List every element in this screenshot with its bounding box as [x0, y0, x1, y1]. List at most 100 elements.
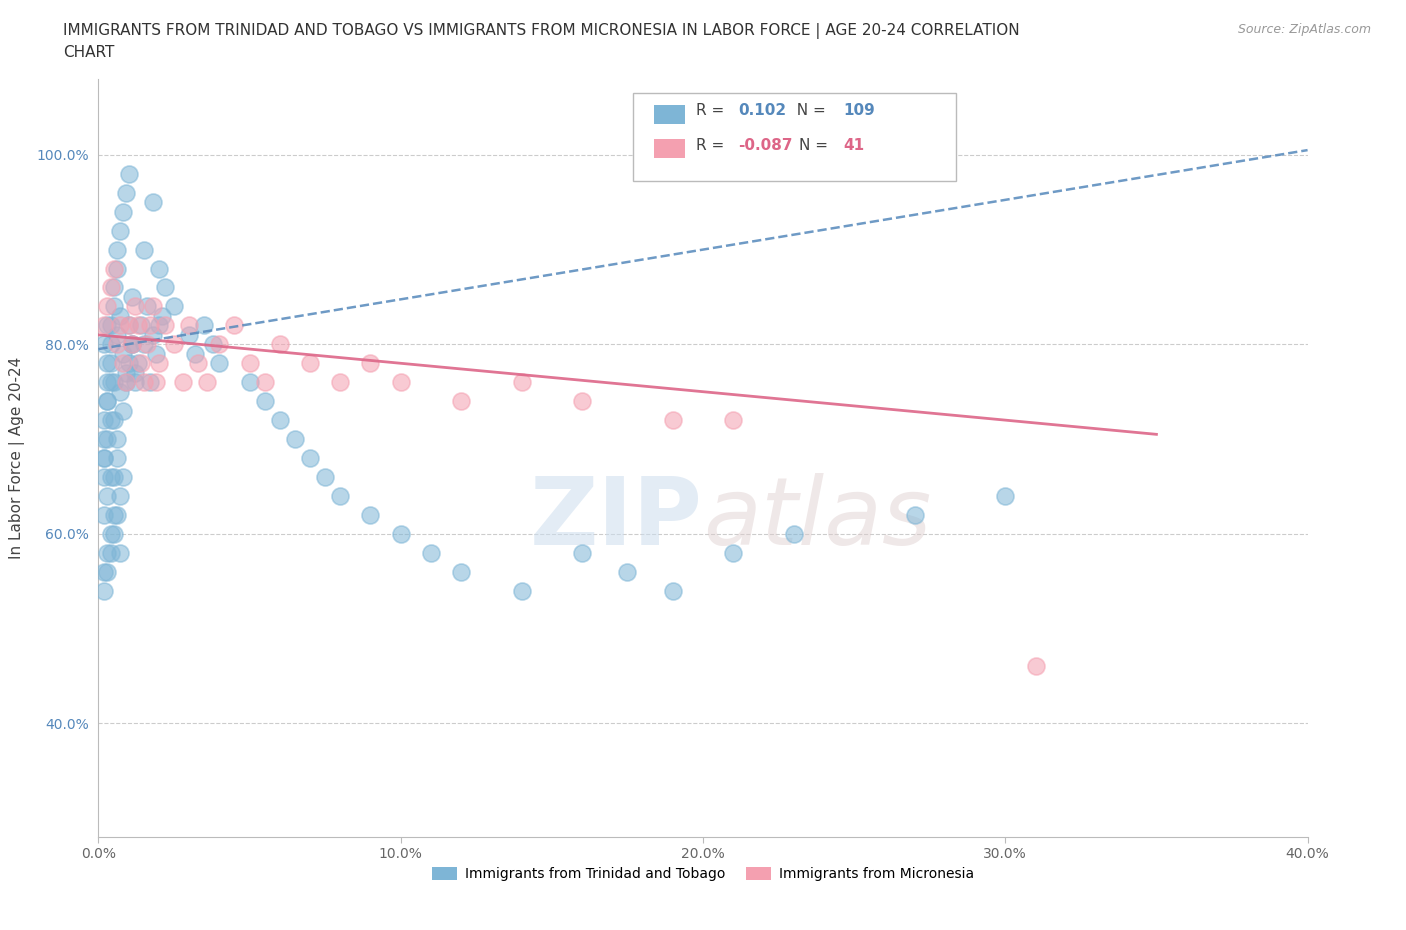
Point — [195, 375, 218, 390]
Point — [108, 488, 131, 503]
Point — [93, 413, 115, 428]
Point — [450, 393, 472, 408]
Point — [100, 280, 122, 295]
Point — [100, 318, 122, 333]
Point — [723, 545, 745, 560]
Point — [103, 261, 125, 276]
Point — [93, 318, 115, 333]
Text: ZIP: ZIP — [530, 472, 703, 565]
Point — [150, 309, 173, 324]
Point — [108, 384, 131, 399]
Point — [132, 242, 155, 257]
Point — [93, 583, 115, 598]
Point — [108, 309, 131, 324]
Point — [329, 375, 352, 390]
Text: R =: R = — [696, 138, 730, 153]
Point — [93, 470, 115, 485]
Point — [253, 375, 276, 390]
Point — [114, 375, 136, 390]
Point — [142, 194, 165, 209]
Point — [111, 205, 134, 219]
Point — [114, 365, 136, 380]
Point — [208, 337, 231, 352]
Point — [163, 299, 186, 314]
Point — [93, 337, 115, 352]
Point — [132, 375, 155, 390]
Point — [96, 393, 118, 408]
Point — [93, 565, 115, 579]
Point — [108, 223, 131, 238]
Point — [661, 413, 683, 428]
Point — [269, 337, 291, 352]
Point — [93, 451, 115, 466]
Point — [172, 375, 194, 390]
Point — [121, 337, 143, 352]
Point — [661, 583, 683, 598]
Point — [139, 318, 162, 333]
Point — [299, 451, 322, 466]
Point — [121, 289, 143, 304]
Point — [148, 318, 170, 333]
Point — [124, 299, 146, 314]
Point — [129, 318, 152, 333]
Text: R =: R = — [696, 103, 730, 118]
Text: 0.102: 0.102 — [738, 103, 786, 118]
Point — [100, 375, 122, 390]
Point — [360, 508, 382, 523]
Point — [93, 432, 115, 446]
Point — [103, 526, 125, 541]
Point — [111, 356, 134, 371]
Text: atlas: atlas — [703, 473, 931, 565]
Point — [510, 583, 533, 598]
Text: 41: 41 — [844, 138, 865, 153]
Point — [105, 327, 128, 342]
Point — [111, 404, 134, 418]
Point — [105, 261, 128, 276]
Text: 109: 109 — [844, 103, 876, 118]
Point — [96, 545, 118, 560]
Point — [127, 356, 149, 371]
Point — [135, 337, 157, 352]
Point — [114, 185, 136, 200]
Point — [96, 356, 118, 371]
Point — [142, 299, 165, 314]
Point — [1024, 659, 1046, 674]
Point — [510, 375, 533, 390]
Point — [153, 318, 176, 333]
Point — [118, 356, 141, 371]
Point — [100, 526, 122, 541]
Point — [93, 451, 115, 466]
Text: -0.087: -0.087 — [738, 138, 793, 153]
Point — [153, 280, 176, 295]
Point — [314, 470, 336, 485]
Point — [121, 337, 143, 352]
Point — [103, 470, 125, 485]
Point — [184, 346, 207, 361]
Point — [103, 375, 125, 390]
Point — [96, 318, 118, 333]
Point — [994, 488, 1017, 503]
Point — [139, 375, 162, 390]
Point — [389, 526, 412, 541]
Point — [253, 393, 276, 408]
Point — [100, 545, 122, 560]
Point — [103, 413, 125, 428]
Point — [208, 356, 231, 371]
Point — [389, 375, 412, 390]
Point — [224, 318, 246, 333]
Point — [118, 318, 141, 333]
Point — [239, 356, 262, 371]
Point — [329, 488, 352, 503]
Point — [108, 318, 131, 333]
Point — [96, 488, 118, 503]
Point — [193, 318, 215, 333]
Point — [127, 318, 149, 333]
Point — [179, 318, 201, 333]
Point — [105, 337, 128, 352]
Text: N =: N = — [799, 138, 832, 153]
Point — [124, 365, 146, 380]
Point — [100, 470, 122, 485]
Legend: Immigrants from Trinidad and Tobago, Immigrants from Micronesia: Immigrants from Trinidad and Tobago, Imm… — [426, 862, 980, 887]
Point — [450, 565, 472, 579]
Point — [105, 451, 128, 466]
